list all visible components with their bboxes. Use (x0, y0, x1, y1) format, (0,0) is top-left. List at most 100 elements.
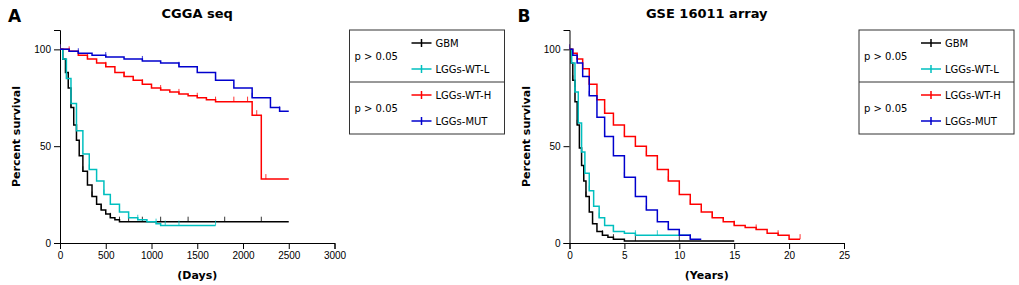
census-tick (265, 174, 266, 179)
census-tick (197, 93, 198, 98)
legend-label: LGGs-WT-H (945, 90, 1001, 101)
axis-line (564, 31, 571, 244)
p-value: p > 0.05 (864, 51, 907, 62)
x-axis: 0510152025 (567, 243, 850, 261)
census-tick (256, 110, 257, 115)
p-value: p > 0.05 (864, 103, 907, 114)
plot: 0510152025050100GSE 16011 array(Years)Pe… (520, 6, 1015, 282)
survival-curve (570, 49, 702, 239)
census-tick (800, 234, 801, 239)
census-tick (581, 161, 582, 166)
census-tick (613, 234, 614, 239)
legend: p > 0.05GBMLGGs-WT-Lp > 0.05LGGs-WT-HLGG… (350, 30, 505, 134)
tick-label: 0 (567, 250, 573, 261)
tick: 0 (555, 238, 570, 249)
legend-swatch-tick (421, 39, 423, 47)
tick-label: 25 (839, 250, 851, 261)
tick-label: 1000 (141, 250, 164, 261)
plot: 050010001500200025003000050100CGGA seq(D… (10, 6, 505, 282)
census-tick (570, 44, 571, 49)
tick: 1500 (187, 243, 210, 261)
tick-mark (54, 243, 60, 244)
marks (60, 44, 289, 225)
tick-mark (54, 49, 60, 50)
census-tick (604, 108, 605, 113)
census-tick (178, 89, 179, 94)
census-tick (87, 54, 88, 59)
census-tick (712, 213, 713, 218)
census-tick (778, 230, 779, 235)
census-tick (110, 213, 111, 218)
tick-label: 5 (622, 250, 628, 261)
census-tick (570, 44, 571, 49)
legend-swatch-tick (930, 91, 932, 99)
census-tick (101, 205, 102, 210)
survival-curve (570, 49, 691, 235)
tick-mark (152, 243, 153, 249)
census-tick (679, 236, 680, 241)
census-tick (577, 58, 578, 63)
census-tick (646, 151, 647, 156)
census-tick (66, 73, 67, 78)
census-tick (165, 221, 166, 226)
survival-curve (60, 49, 289, 221)
tick: 1000 (141, 243, 164, 261)
tick: 0 (567, 243, 573, 261)
legend-box (859, 30, 1014, 134)
census-tick (215, 97, 216, 102)
census-tick (156, 219, 157, 224)
census-tick (89, 164, 90, 169)
legend-divider (350, 82, 505, 83)
tick-label: 0 (45, 238, 51, 249)
census-tick (60, 44, 61, 49)
survival-curve (60, 49, 289, 111)
census-tick (570, 44, 571, 49)
tick-mark (789, 243, 790, 249)
census-tick (690, 234, 691, 239)
census-tick (224, 217, 225, 222)
census-tick (756, 224, 757, 229)
panel: 050010001500200025003000050100CGGA seq(D… (8, 6, 505, 282)
census-tick (635, 236, 636, 241)
panel: 0510152025050100GSE 16011 array(Years)Pe… (518, 6, 1015, 282)
tick-mark (679, 243, 680, 249)
census-tick (105, 62, 106, 67)
survival-curve (570, 49, 801, 239)
census-tick (592, 219, 593, 224)
panel-label: B (518, 6, 531, 26)
survival-curve (60, 49, 289, 179)
tick: 100 (544, 44, 570, 55)
tick-mark (734, 243, 735, 249)
tick: 500 (98, 243, 115, 261)
census-tick (252, 93, 253, 98)
title: CGGA seq (162, 6, 233, 21)
axis-line (570, 244, 845, 250)
census-tick (690, 199, 691, 204)
census-tick (124, 71, 125, 76)
x-axis: 0 500 1000 1500 2000 2500 3000 (58, 243, 347, 261)
legend-swatch-tick (421, 117, 423, 125)
legend-swatch-tick (421, 91, 423, 99)
census-tick (589, 186, 590, 191)
tick-mark (106, 243, 107, 249)
tick-label: 100 (544, 44, 561, 55)
legend-swatch-tick (421, 65, 423, 73)
p-value: p > 0.05 (355, 51, 398, 62)
census-tick (734, 221, 735, 226)
census-tick (105, 52, 106, 57)
census-tick (137, 215, 138, 220)
census-tick (570, 44, 571, 49)
panel-label: A (8, 6, 22, 26)
tick: 2500 (278, 243, 301, 261)
tick-label: 2500 (278, 250, 301, 261)
tick: 100 (34, 44, 60, 55)
legend-divider (859, 82, 1014, 83)
y-axis-title: Percent survival (10, 86, 23, 187)
tick: 3000 (324, 243, 347, 261)
p-value: p > 0.05 (355, 103, 398, 114)
tick: 0 (58, 243, 64, 261)
tick-mark (624, 243, 625, 249)
census-tick (119, 217, 120, 222)
tick-label: 2000 (232, 250, 255, 261)
census-tick (635, 230, 636, 235)
